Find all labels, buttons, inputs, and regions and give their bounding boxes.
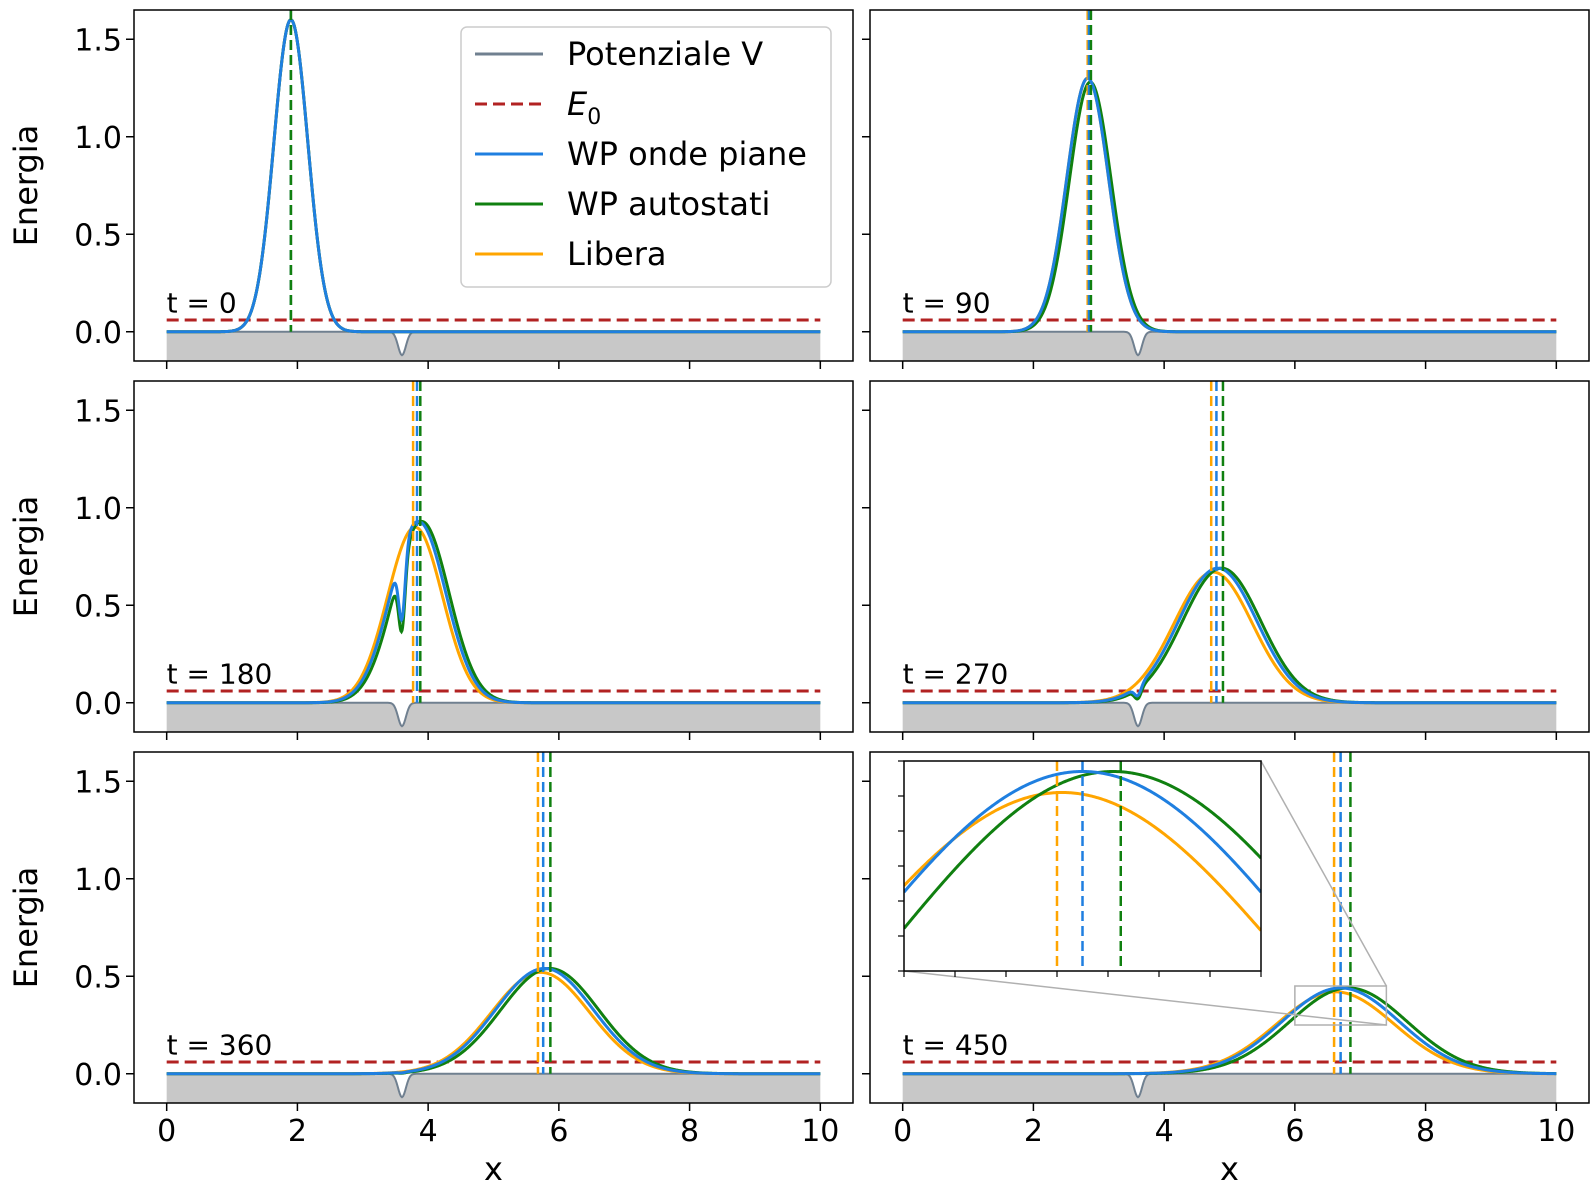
y-tick-label: 0.5 (74, 218, 122, 253)
panel-plot-area (166, 752, 821, 1103)
legend-label: Libera (567, 235, 666, 273)
time-label: t = 450 (903, 1028, 1009, 1061)
y-tick-label: 1.0 (74, 863, 122, 898)
wp-onde-piane-curve (902, 76, 1557, 334)
y-tick-label: 1.0 (74, 121, 122, 156)
x-tick-label: 10 (1537, 1114, 1575, 1149)
time-label: t = 180 (167, 657, 273, 690)
potential-fill (166, 702, 821, 732)
x-tick-label: 0 (893, 1114, 912, 1149)
legend-label: WP autostati (567, 185, 770, 223)
y-tick-label: 0.0 (74, 316, 122, 351)
y-tick-label: 0.0 (74, 687, 122, 722)
legend-label: E0 (567, 85, 601, 130)
zoom-connector (903, 970, 1387, 1026)
panel-plot-area (902, 10, 1557, 361)
y-tick-label: 1.5 (74, 394, 122, 429)
panel-plot-area (902, 752, 1557, 1103)
zoom-box (1294, 985, 1388, 1026)
wp-onde-piane-curve (166, 519, 821, 705)
panel-frame (869, 9, 1590, 362)
time-label: t = 360 (167, 1028, 273, 1061)
x-tick-label: 2 (288, 1114, 307, 1149)
time-label: t = 0 (167, 286, 237, 319)
x-axis-title: x (484, 1150, 503, 1188)
y-axis-title: Energia (7, 496, 45, 618)
libera-curve (902, 76, 1557, 334)
panel-frame (133, 751, 854, 1104)
y-axis-title: Energia (7, 867, 45, 989)
y-tick-label: 0.0 (74, 1058, 122, 1093)
time-label: t = 270 (903, 657, 1009, 690)
potential-fill (902, 702, 1557, 732)
x-tick-label: 0 (157, 1114, 176, 1149)
panel-0: t = 0 0.0 0.5 1.0 1.5 Energia (7, 9, 854, 369)
wp-onde-piane-curve (166, 18, 821, 334)
legend-label: WP onde piane (567, 135, 807, 173)
panel-plot-area (902, 381, 1557, 732)
x-tick-label: 10 (801, 1114, 839, 1149)
legend-box (460, 26, 832, 288)
y-tick-label: 0.5 (74, 960, 122, 995)
wp-onde-piane-curve (902, 986, 1557, 1076)
x-tick-label: 4 (1155, 1114, 1174, 1149)
wp-autostati-curve (902, 80, 1557, 334)
panel-frame (869, 751, 1590, 1104)
panel-4: t = 360 0.0 0.5 1.0 1.5 0 2 4 6 8 10 Energia x (7, 751, 854, 1188)
chart-panels: t = 0 0.0 0.5 1.0 1.5 Energia t = 90 t = 180 0.0… (7, 9, 1590, 1188)
panel-2: t = 180 0.0 0.5 1.0 1.5 Energia (7, 380, 854, 740)
x-tick-label: 4 (419, 1114, 438, 1149)
panel-plot-area (166, 381, 821, 732)
potential-fill (902, 1073, 1557, 1103)
x-tick-label: 6 (1285, 1114, 1304, 1149)
panel-5: t = 450 0 2 4 6 8 10 x (862, 751, 1590, 1188)
potential-fill (166, 1073, 821, 1103)
panel-frame (869, 380, 1590, 733)
panel-frame (133, 9, 854, 362)
legend-label: Potenziale V (567, 35, 763, 73)
panel-3: t = 270 (862, 380, 1590, 740)
inset-wp-autostati-curve (904, 770, 1261, 930)
chart-legend: Potenziale V E0 WP onde piane WP autostati L… (460, 26, 832, 288)
inset-wp-onde-piane-curve (904, 769, 1261, 894)
x-tick-label: 8 (1416, 1114, 1435, 1149)
y-tick-label: 1.0 (74, 492, 122, 527)
x-axis-title: x (1220, 1150, 1239, 1188)
x-tick-label: 8 (680, 1114, 699, 1149)
panel-plot-area (166, 10, 821, 361)
x-tick-label: 6 (549, 1114, 568, 1149)
potential-fill (902, 331, 1557, 361)
wp-onde-piane-curve (166, 966, 821, 1076)
x-tick-label: 2 (1024, 1114, 1043, 1149)
potential-fill (166, 331, 821, 361)
zoom-connector (1260, 760, 1388, 987)
y-tick-label: 1.5 (74, 765, 122, 800)
inset-plot-area (904, 761, 1261, 971)
panel-1: t = 90 (862, 9, 1590, 369)
panel-frame (133, 380, 854, 733)
y-axis-title: Energia (7, 125, 45, 247)
y-tick-label: 0.5 (74, 589, 122, 624)
y-tick-label: 1.5 (74, 23, 122, 58)
wp-onde-piane-curve (902, 566, 1557, 705)
time-label: t = 90 (903, 286, 991, 319)
